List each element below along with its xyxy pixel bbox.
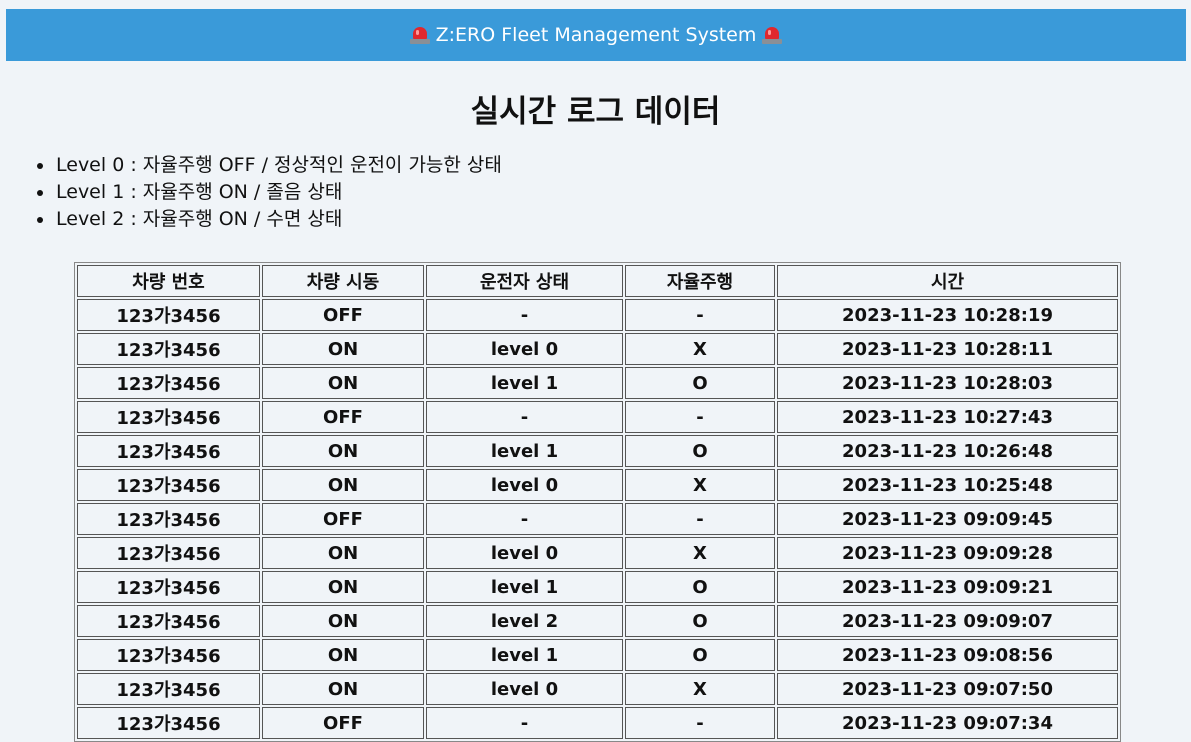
level-legend-item: Level 1 : 자율주행 ON / 졸음 상태 <box>37 179 502 206</box>
cell-ignition: ON <box>262 605 424 637</box>
app-title: Z:ERO Fleet Management System <box>435 24 757 46</box>
table-row: 123가3456 ON level 1 O 2023-11-23 09:09:21 <box>77 571 1118 603</box>
table-row: 123가3456 ON level 1 O 2023-11-23 09:08:56 <box>77 639 1118 671</box>
cell-driver-state: level 0 <box>426 333 623 365</box>
table-row: 123가3456 ON level 0 X 2023-11-23 10:25:48 <box>77 469 1118 501</box>
cell-time: 2023-11-23 10:28:11 <box>777 333 1118 365</box>
cell-driver-state: level 0 <box>426 537 623 569</box>
table-row: 123가3456 OFF - -2023-11-23 09:07:34 <box>77 707 1118 739</box>
cell-autonomous: - <box>625 707 775 739</box>
cell-autonomous: X <box>625 333 775 365</box>
cell-driver-state: - <box>426 707 623 739</box>
column-header-autonomous: 자율주행 <box>625 265 775 297</box>
app-header: Z:ERO Fleet Management System <box>6 9 1186 61</box>
siren-icon <box>409 26 430 44</box>
cell-time: 2023-11-23 10:26:48 <box>777 435 1118 467</box>
table-row: 123가3456 ON level 0 X 2023-11-23 10:28:11 <box>77 333 1118 365</box>
table-header-row: 차량 번호 차량 시동 운전자 상태 자율주행 시간 <box>77 265 1118 297</box>
level-legend-item: Level 2 : 자율주행 ON / 수면 상태 <box>37 206 502 233</box>
cell-vehicle-number: 123가3456 <box>77 707 260 739</box>
cell-driver-state: level 1 <box>426 367 623 399</box>
column-header-driver-state: 운전자 상태 <box>426 265 623 297</box>
cell-time: 2023-11-23 09:08:56 <box>777 639 1118 671</box>
cell-time: 2023-11-23 10:25:48 <box>777 469 1118 501</box>
cell-time: 2023-11-23 10:27:43 <box>777 401 1118 433</box>
log-table: 차량 번호 차량 시동 운전자 상태 자율주행 시간 123가3456 OFF - -… <box>74 262 1121 742</box>
cell-driver-state: level 1 <box>426 435 623 467</box>
table-row: 123가3456 ON level 0 X 2023-11-23 09:07:50 <box>77 673 1118 705</box>
cell-autonomous: O <box>625 367 775 399</box>
cell-vehicle-number: 123가3456 <box>77 605 260 637</box>
table-row: 123가3456 OFF - -2023-11-23 09:09:45 <box>77 503 1118 535</box>
cell-ignition: ON <box>262 333 424 365</box>
cell-ignition: ON <box>262 673 424 705</box>
cell-time: 2023-11-23 10:28:19 <box>777 299 1118 331</box>
cell-vehicle-number: 123가3456 <box>77 469 260 501</box>
cell-driver-state: - <box>426 401 623 433</box>
cell-autonomous: X <box>625 469 775 501</box>
level-legend-item: Level 0 : 자율주행 OFF / 정상적인 운전이 가능한 상태 <box>37 152 502 179</box>
siren-icon <box>762 26 783 44</box>
cell-ignition: OFF <box>262 299 424 331</box>
cell-time: 2023-11-23 10:28:03 <box>777 367 1118 399</box>
cell-time: 2023-11-23 09:09:21 <box>777 571 1118 603</box>
cell-autonomous: O <box>625 639 775 671</box>
table-row: 123가3456 ON level 1 O 2023-11-23 10:28:03 <box>77 367 1118 399</box>
cell-vehicle-number: 123가3456 <box>77 299 260 331</box>
cell-time: 2023-11-23 09:09:07 <box>777 605 1118 637</box>
column-header-vehicle-number: 차량 번호 <box>77 265 260 297</box>
cell-time: 2023-11-23 09:09:45 <box>777 503 1118 535</box>
cell-vehicle-number: 123가3456 <box>77 571 260 603</box>
cell-ignition: ON <box>262 571 424 603</box>
table-row: 123가3456 ON level 1 O 2023-11-23 10:26:48 <box>77 435 1118 467</box>
cell-time: 2023-11-23 09:09:28 <box>777 537 1118 569</box>
cell-vehicle-number: 123가3456 <box>77 537 260 569</box>
table-row: 123가3456 OFF - -2023-11-23 10:27:43 <box>77 401 1118 433</box>
cell-driver-state: level 2 <box>426 605 623 637</box>
cell-vehicle-number: 123가3456 <box>77 639 260 671</box>
cell-autonomous: - <box>625 299 775 331</box>
cell-autonomous: O <box>625 605 775 637</box>
cell-ignition: ON <box>262 469 424 501</box>
cell-ignition: OFF <box>262 503 424 535</box>
cell-ignition: ON <box>262 367 424 399</box>
cell-ignition: ON <box>262 639 424 671</box>
table-row: 123가3456 ON level 0 X 2023-11-23 09:09:28 <box>77 537 1118 569</box>
cell-driver-state: - <box>426 503 623 535</box>
cell-ignition: OFF <box>262 707 424 739</box>
table-row: 123가3456 ON level 2 O 2023-11-23 09:09:07 <box>77 605 1118 637</box>
cell-ignition: ON <box>262 537 424 569</box>
column-header-time: 시간 <box>777 265 1118 297</box>
cell-time: 2023-11-23 09:07:50 <box>777 673 1118 705</box>
cell-vehicle-number: 123가3456 <box>77 673 260 705</box>
cell-autonomous: X <box>625 673 775 705</box>
cell-driver-state: - <box>426 299 623 331</box>
log-table-body: 123가3456 OFF - -2023-11-23 10:28:19 123가3456… <box>77 299 1118 739</box>
cell-vehicle-number: 123가3456 <box>77 401 260 433</box>
cell-autonomous: - <box>625 503 775 535</box>
cell-autonomous: O <box>625 435 775 467</box>
cell-ignition: ON <box>262 435 424 467</box>
cell-driver-state: level 0 <box>426 673 623 705</box>
table-row: 123가3456 OFF - -2023-11-23 10:28:19 <box>77 299 1118 331</box>
cell-vehicle-number: 123가3456 <box>77 503 260 535</box>
column-header-ignition: 차량 시동 <box>262 265 424 297</box>
cell-ignition: OFF <box>262 401 424 433</box>
cell-driver-state: level 0 <box>426 469 623 501</box>
level-legend: Level 0 : 자율주행 OFF / 정상적인 운전이 가능한 상태 Lev… <box>37 152 502 233</box>
cell-vehicle-number: 123가3456 <box>77 367 260 399</box>
cell-driver-state: level 1 <box>426 639 623 671</box>
cell-vehicle-number: 123가3456 <box>77 333 260 365</box>
cell-vehicle-number: 123가3456 <box>77 435 260 467</box>
cell-autonomous: O <box>625 571 775 603</box>
page-title: 실시간 로그 데이터 <box>470 94 721 130</box>
cell-autonomous: - <box>625 401 775 433</box>
cell-autonomous: X <box>625 537 775 569</box>
cell-time: 2023-11-23 09:07:34 <box>777 707 1118 739</box>
cell-driver-state: level 1 <box>426 571 623 603</box>
